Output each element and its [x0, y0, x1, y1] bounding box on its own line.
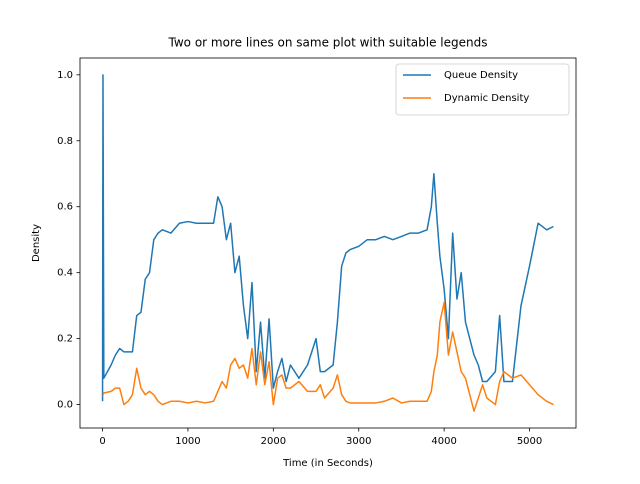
- y-axis-label: Density: [31, 224, 42, 262]
- y-tick-label: 0.6: [57, 202, 73, 213]
- y-tick-label: 1.0: [57, 70, 73, 81]
- chart-title: Two or more lines on same plot with suit…: [168, 36, 488, 50]
- x-tick-label: 1000: [175, 436, 200, 447]
- y-tick-label: 0.2: [57, 334, 73, 345]
- x-axis-label: Time (in Seconds): [282, 458, 373, 469]
- y-tick-label: 0.0: [57, 400, 73, 411]
- legend-label: Dynamic Density: [444, 93, 529, 104]
- data-line: [101, 74, 554, 402]
- plot-frame: [79, 57, 577, 429]
- y-tick-label: 0.4: [57, 268, 73, 279]
- data-line: [102, 301, 554, 412]
- x-tick-label: 2000: [261, 436, 286, 447]
- x-tick-label: 3000: [346, 436, 371, 447]
- y-tick-label: 0.8: [57, 136, 73, 147]
- x-tick-label: 5000: [517, 436, 542, 447]
- legend-box: [395, 63, 570, 116]
- x-tick-label: 4000: [431, 436, 456, 447]
- legend-label: Queue Density: [444, 70, 518, 81]
- x-tick-label: 0: [99, 436, 105, 447]
